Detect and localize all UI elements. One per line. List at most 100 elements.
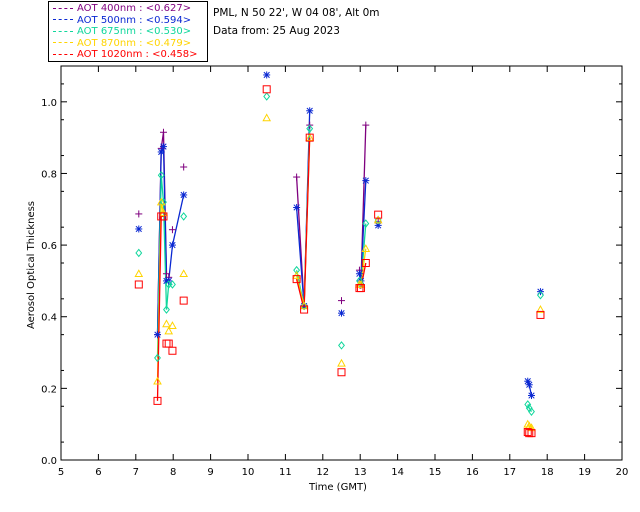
x-tick-label: 11 (279, 467, 292, 478)
data-point (337, 358, 346, 367)
data-point (524, 400, 532, 409)
data-point (293, 173, 301, 181)
plot-frame (60, 65, 623, 461)
data-point (135, 210, 143, 218)
data-point (527, 392, 535, 400)
x-tick-label: 9 (207, 467, 213, 478)
data-point (262, 113, 272, 122)
data-point (300, 305, 309, 314)
x-tick-label: 6 (95, 467, 101, 478)
data-point (162, 319, 171, 328)
legend-entry: AOT 500nm : <0.594> (53, 15, 191, 27)
data-point (168, 321, 177, 329)
x-tick-label: 5 (58, 467, 64, 478)
data-point (160, 197, 167, 207)
x-tick-label: 16 (466, 467, 479, 478)
legend-entry: AOT 870nm : <0.479> (53, 38, 191, 50)
data-point (305, 133, 314, 142)
data-point (159, 128, 167, 136)
data-point (168, 241, 176, 249)
x-axis-title: Time (GMT) (308, 482, 367, 493)
data-point (168, 346, 177, 355)
data-point (361, 259, 370, 267)
data-point (305, 133, 315, 141)
series-line (166, 194, 185, 282)
x-tick-label: 8 (170, 467, 176, 478)
x-tick-label: 20 (616, 467, 629, 478)
data-point (338, 341, 345, 350)
y-tick-label: 0.4 (41, 313, 57, 324)
x-tick-label: 12 (316, 467, 329, 478)
data-point (180, 163, 188, 171)
x-tick-label: 17 (503, 467, 516, 478)
data-point (537, 290, 544, 300)
data-point (293, 265, 301, 275)
x-tick-label: 19 (578, 467, 591, 478)
legend-swatch (53, 7, 73, 9)
data-point (362, 219, 370, 228)
data-point (373, 215, 383, 224)
data-point (162, 339, 171, 348)
data-point (356, 284, 365, 293)
x-tick-label: 7 (133, 467, 139, 478)
data-point (134, 280, 143, 289)
x-tick-label: 13 (354, 467, 367, 478)
legend-swatch (53, 42, 73, 43)
data-point (306, 107, 314, 115)
data-point (355, 270, 363, 278)
x-tick-label: 10 (242, 467, 255, 478)
data-point (179, 296, 188, 305)
legend-label: AOT 400nm : <0.627> (77, 3, 192, 14)
data-point (134, 269, 144, 278)
data-point (374, 210, 383, 219)
legend-swatch (53, 30, 73, 32)
legend-label: AOT 870nm : <0.479> (77, 37, 192, 49)
data-point (156, 197, 166, 206)
data-point (528, 407, 535, 416)
y-tick-label: 0.6 (41, 241, 57, 252)
data-point (154, 353, 161, 363)
data-point (162, 270, 170, 278)
data-point (536, 305, 545, 313)
data-point (263, 71, 271, 79)
data-point (153, 376, 162, 385)
data-point (362, 121, 370, 129)
data-point (157, 148, 165, 156)
data-point (179, 269, 189, 278)
data-point (163, 305, 170, 314)
data-point (361, 244, 371, 252)
legend-swatch (53, 19, 73, 20)
data-point (263, 92, 271, 101)
data-date: Data from: 25 Aug 2023 (213, 25, 340, 37)
x-tick-label: 14 (391, 467, 404, 478)
legend-label: AOT 1020nm : <0.458> (77, 49, 198, 60)
data-point (338, 297, 345, 305)
legend-label: AOT 500nm : <0.594> (77, 14, 192, 26)
data-point (169, 280, 176, 289)
data-point (527, 429, 536, 438)
y-axis-title: Aerosol Optical Thickness (26, 201, 37, 329)
data-point (153, 331, 161, 339)
x-tick-label: 18 (541, 467, 554, 478)
data-point (164, 339, 173, 348)
data-point (338, 309, 345, 317)
data-point (164, 326, 174, 335)
y-tick-label: 1.0 (41, 98, 57, 109)
data-point (262, 85, 271, 94)
data-point (157, 170, 165, 180)
data-point (168, 226, 176, 234)
data-point (306, 124, 314, 133)
data-point (180, 212, 188, 221)
data-point (159, 212, 168, 221)
legend-swatch (53, 53, 73, 55)
x-tick-label: 15 (429, 467, 442, 478)
data-point (153, 396, 162, 405)
series-line (165, 283, 173, 310)
y-tick-label: 0.0 (41, 456, 57, 467)
legend-label: AOT 675nm : <0.530> (77, 26, 192, 37)
data-point (159, 143, 167, 151)
data-point (135, 248, 143, 258)
legend-entry: AOT 400nm : <0.627> (53, 3, 191, 15)
data-point (525, 381, 533, 389)
